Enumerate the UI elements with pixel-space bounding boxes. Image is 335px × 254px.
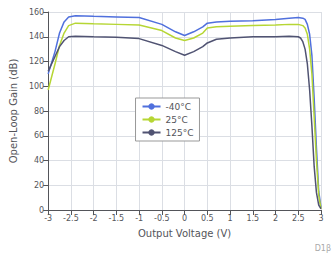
svg-text:-40°C: -40°C [166,102,191,112]
svg-text:-2.5: -2.5 [63,214,79,223]
svg-text:-0.5: -0.5 [154,214,170,223]
svg-text:2: 2 [273,214,278,223]
svg-text:-1.5: -1.5 [109,214,125,223]
svg-text:1.5: 1.5 [246,214,259,223]
svg-text:Open-Loop Gain (dB): Open-Loop Gain (dB) [8,59,19,164]
svg-text:2.5: 2.5 [292,214,305,223]
svg-text:3: 3 [318,214,323,223]
svg-text:80: 80 [34,107,44,116]
svg-text:125°C: 125°C [166,128,194,138]
svg-text:Output Voltage (V): Output Voltage (V) [138,228,231,239]
svg-text:120: 120 [29,57,44,66]
svg-text:0: 0 [39,205,45,215]
svg-text:60: 60 [34,131,44,140]
svg-text:-3: -3 [44,214,52,223]
svg-text:0: 0 [182,214,187,223]
svg-text:1: 1 [228,214,233,223]
svg-text:0.5: 0.5 [201,214,214,223]
svg-text:-1: -1 [135,214,143,223]
svg-text:100: 100 [29,82,44,91]
svg-text:25°C: 25°C [166,115,188,125]
svg-text:160: 160 [29,8,44,17]
svg-text:40: 40 [34,156,44,165]
svg-text:140: 140 [29,32,44,41]
svg-text:-2: -2 [90,214,98,223]
svg-text:20: 20 [34,181,44,190]
svg-text:D1β: D1β [315,244,331,253]
